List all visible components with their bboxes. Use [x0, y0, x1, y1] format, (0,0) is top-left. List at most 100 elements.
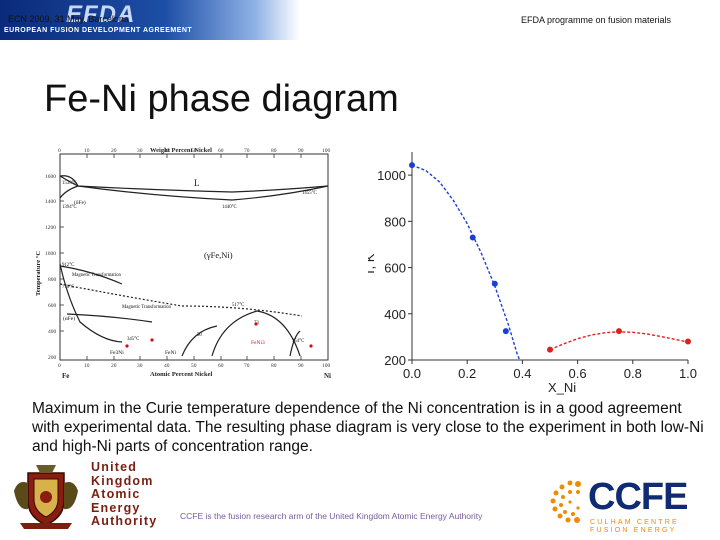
svg-text:200: 200 [48, 355, 57, 361]
curie-temperature-plot: 0.0 0.2 0.4 0.6 0.8 1.0 200 400 600 800 1000 T, K… [368, 152, 697, 395]
region-labels: L (γFe,Ni) (δFe) (αFe) FeNi3 FeNi Fe3Ni [63, 178, 265, 356]
svg-text:30: 30 [137, 363, 143, 369]
curve-low-Ni [411, 164, 521, 361]
series-points [409, 162, 691, 353]
t1394-label: 1394°C [62, 205, 77, 210]
svg-text:40: 40 [164, 148, 170, 154]
svg-text:50: 50 [191, 148, 197, 154]
red-marker-feni3 [254, 322, 258, 326]
temperature-axis-label: Temperature °C [35, 251, 42, 296]
ukaea-line-2: Kingdom [91, 473, 154, 488]
x-tick-label: 0.4 [513, 366, 531, 381]
t354-label: 354°C [292, 339, 304, 344]
ccfe-logo-icon [550, 480, 581, 523]
curve-high-Ni [549, 331, 689, 351]
alpha-region-label: (αFe) [63, 315, 75, 322]
experimental-phase-diagram: 0 10 20 30 40 50 60 70 80 90 100 0 10 20 30 40 50 60 7… [35, 147, 331, 380]
magnetic-line-1 [59, 265, 123, 285]
red-marker-fe3ni [125, 344, 129, 348]
t1455-label: 1455°C [302, 191, 317, 196]
point-low-Ni [491, 280, 498, 287]
x-axis-label: X_Ni [548, 380, 576, 395]
svg-text:30: 30 [137, 148, 143, 154]
y-tick-label: 1000 [377, 168, 406, 183]
svg-text:1600: 1600 [45, 174, 56, 180]
phase-boundaries [59, 175, 329, 357]
svg-text:70: 70 [244, 363, 250, 369]
point-high-Ni [547, 346, 553, 353]
svg-text:20: 20 [111, 148, 117, 154]
point-low-Ni [502, 328, 509, 335]
point-low-Ni [409, 162, 415, 169]
svg-text:90: 90 [298, 148, 304, 154]
delta-loop-top [59, 175, 79, 187]
efda-subtitle: EUROPEAN FUSION DEVELOPMENT AGREEMENT [4, 27, 193, 34]
red-marker-ni [309, 344, 313, 348]
svg-text:800: 800 [48, 277, 57, 283]
ni-element-label: Ni [324, 372, 331, 380]
y-tick-label: 800 [384, 214, 406, 229]
ukaea-line-3: Atomic [91, 487, 141, 501]
x-tick-label: 1.0 [679, 366, 697, 381]
x-ticks: 0.0 0.2 0.4 0.6 0.8 1.0 [403, 360, 697, 381]
point-high-Ni [685, 338, 691, 345]
svg-text:600: 600 [48, 303, 57, 309]
point-high-Ni [616, 328, 622, 335]
ukaea-line-4: Energy [91, 500, 141, 515]
page-title: Fe-Ni phase diagram [44, 78, 399, 120]
feni-boundary [181, 325, 218, 357]
ukaea-line-1: United [91, 460, 138, 474]
x-tick-label: 0.0 [403, 366, 421, 381]
t770-label: 770°C [62, 285, 74, 290]
svg-text:60: 60 [218, 363, 224, 369]
feni-region-label: FeNi [165, 350, 176, 356]
y-tick-label: 400 [384, 307, 406, 322]
y-axis-label: T, K [368, 253, 377, 276]
svg-text:1200: 1200 [45, 225, 56, 231]
ukaea-wordmark: United Kingdom Atomic Energy Authority [91, 460, 157, 529]
slide-caption: Maximum in the Curie temperature depende… [32, 400, 704, 455]
footer-statement: CCFE is the fusion research arm of the U… [180, 511, 483, 521]
fe-element-label: Fe [62, 372, 69, 380]
ukaea-crest-icon [14, 465, 78, 529]
delta-region-label: (δFe) [74, 199, 86, 206]
feni3-dome [211, 310, 301, 357]
svg-text:10: 10 [84, 148, 90, 154]
svg-text:50: 50 [191, 363, 197, 369]
series-curves [411, 164, 689, 361]
ccfe-sub-line-1: CULHAM CENTRE [590, 519, 679, 526]
phase-annotations: Magnetic Transformation Magnetic Transfo… [62, 181, 317, 344]
liquid-region-label: L [194, 178, 200, 188]
phase-diagram-tick-labels: 0 10 20 30 40 50 60 70 80 90 100 0 10 20 30 40 50 60 7… [45, 148, 331, 369]
svg-text:80: 80 [271, 363, 277, 369]
svg-text:10: 10 [84, 363, 90, 369]
magnetic-transformation-label: Magnetic Transformation [72, 273, 121, 278]
weight-percent-label: Weight Percent Nickel [150, 147, 212, 154]
atomic-percent-label: Atomic Percent Nickel [150, 371, 213, 378]
programme-label: EFDA programme on fusion materials [521, 15, 672, 25]
svg-text:0: 0 [58, 148, 61, 154]
svg-text:0: 0 [58, 363, 61, 369]
t345-label: 345°C [127, 337, 139, 342]
x-tick-label: 0.6 [569, 366, 587, 381]
svg-text:90: 90 [298, 363, 304, 369]
ccfe-sub-line-2: FUSION ENERGY [590, 527, 677, 534]
svg-text:400: 400 [48, 329, 57, 335]
ccfe-wordmark: CCFE [588, 476, 688, 518]
svg-text:100: 100 [322, 148, 331, 154]
efda-banner [0, 0, 300, 40]
svg-text:60: 60 [218, 148, 224, 154]
t1538-label: 1538°C [62, 181, 77, 186]
svg-text:1000: 1000 [45, 251, 56, 257]
svg-text:70: 70 [244, 148, 250, 154]
svg-text:100: 100 [322, 363, 331, 369]
feni3-region-label: FeNi3 [251, 340, 265, 346]
svg-text:1400: 1400 [45, 199, 56, 205]
t912-label: 912°C [62, 263, 74, 268]
gamma-region-label: (γFe,Ni) [204, 250, 233, 260]
point-low-Ni [469, 234, 476, 241]
red-marker-feni [150, 338, 154, 342]
gamma-alpha-boundary [59, 263, 123, 343]
t1440-label: 1440°C [222, 205, 237, 210]
svg-text:40: 40 [164, 363, 170, 369]
